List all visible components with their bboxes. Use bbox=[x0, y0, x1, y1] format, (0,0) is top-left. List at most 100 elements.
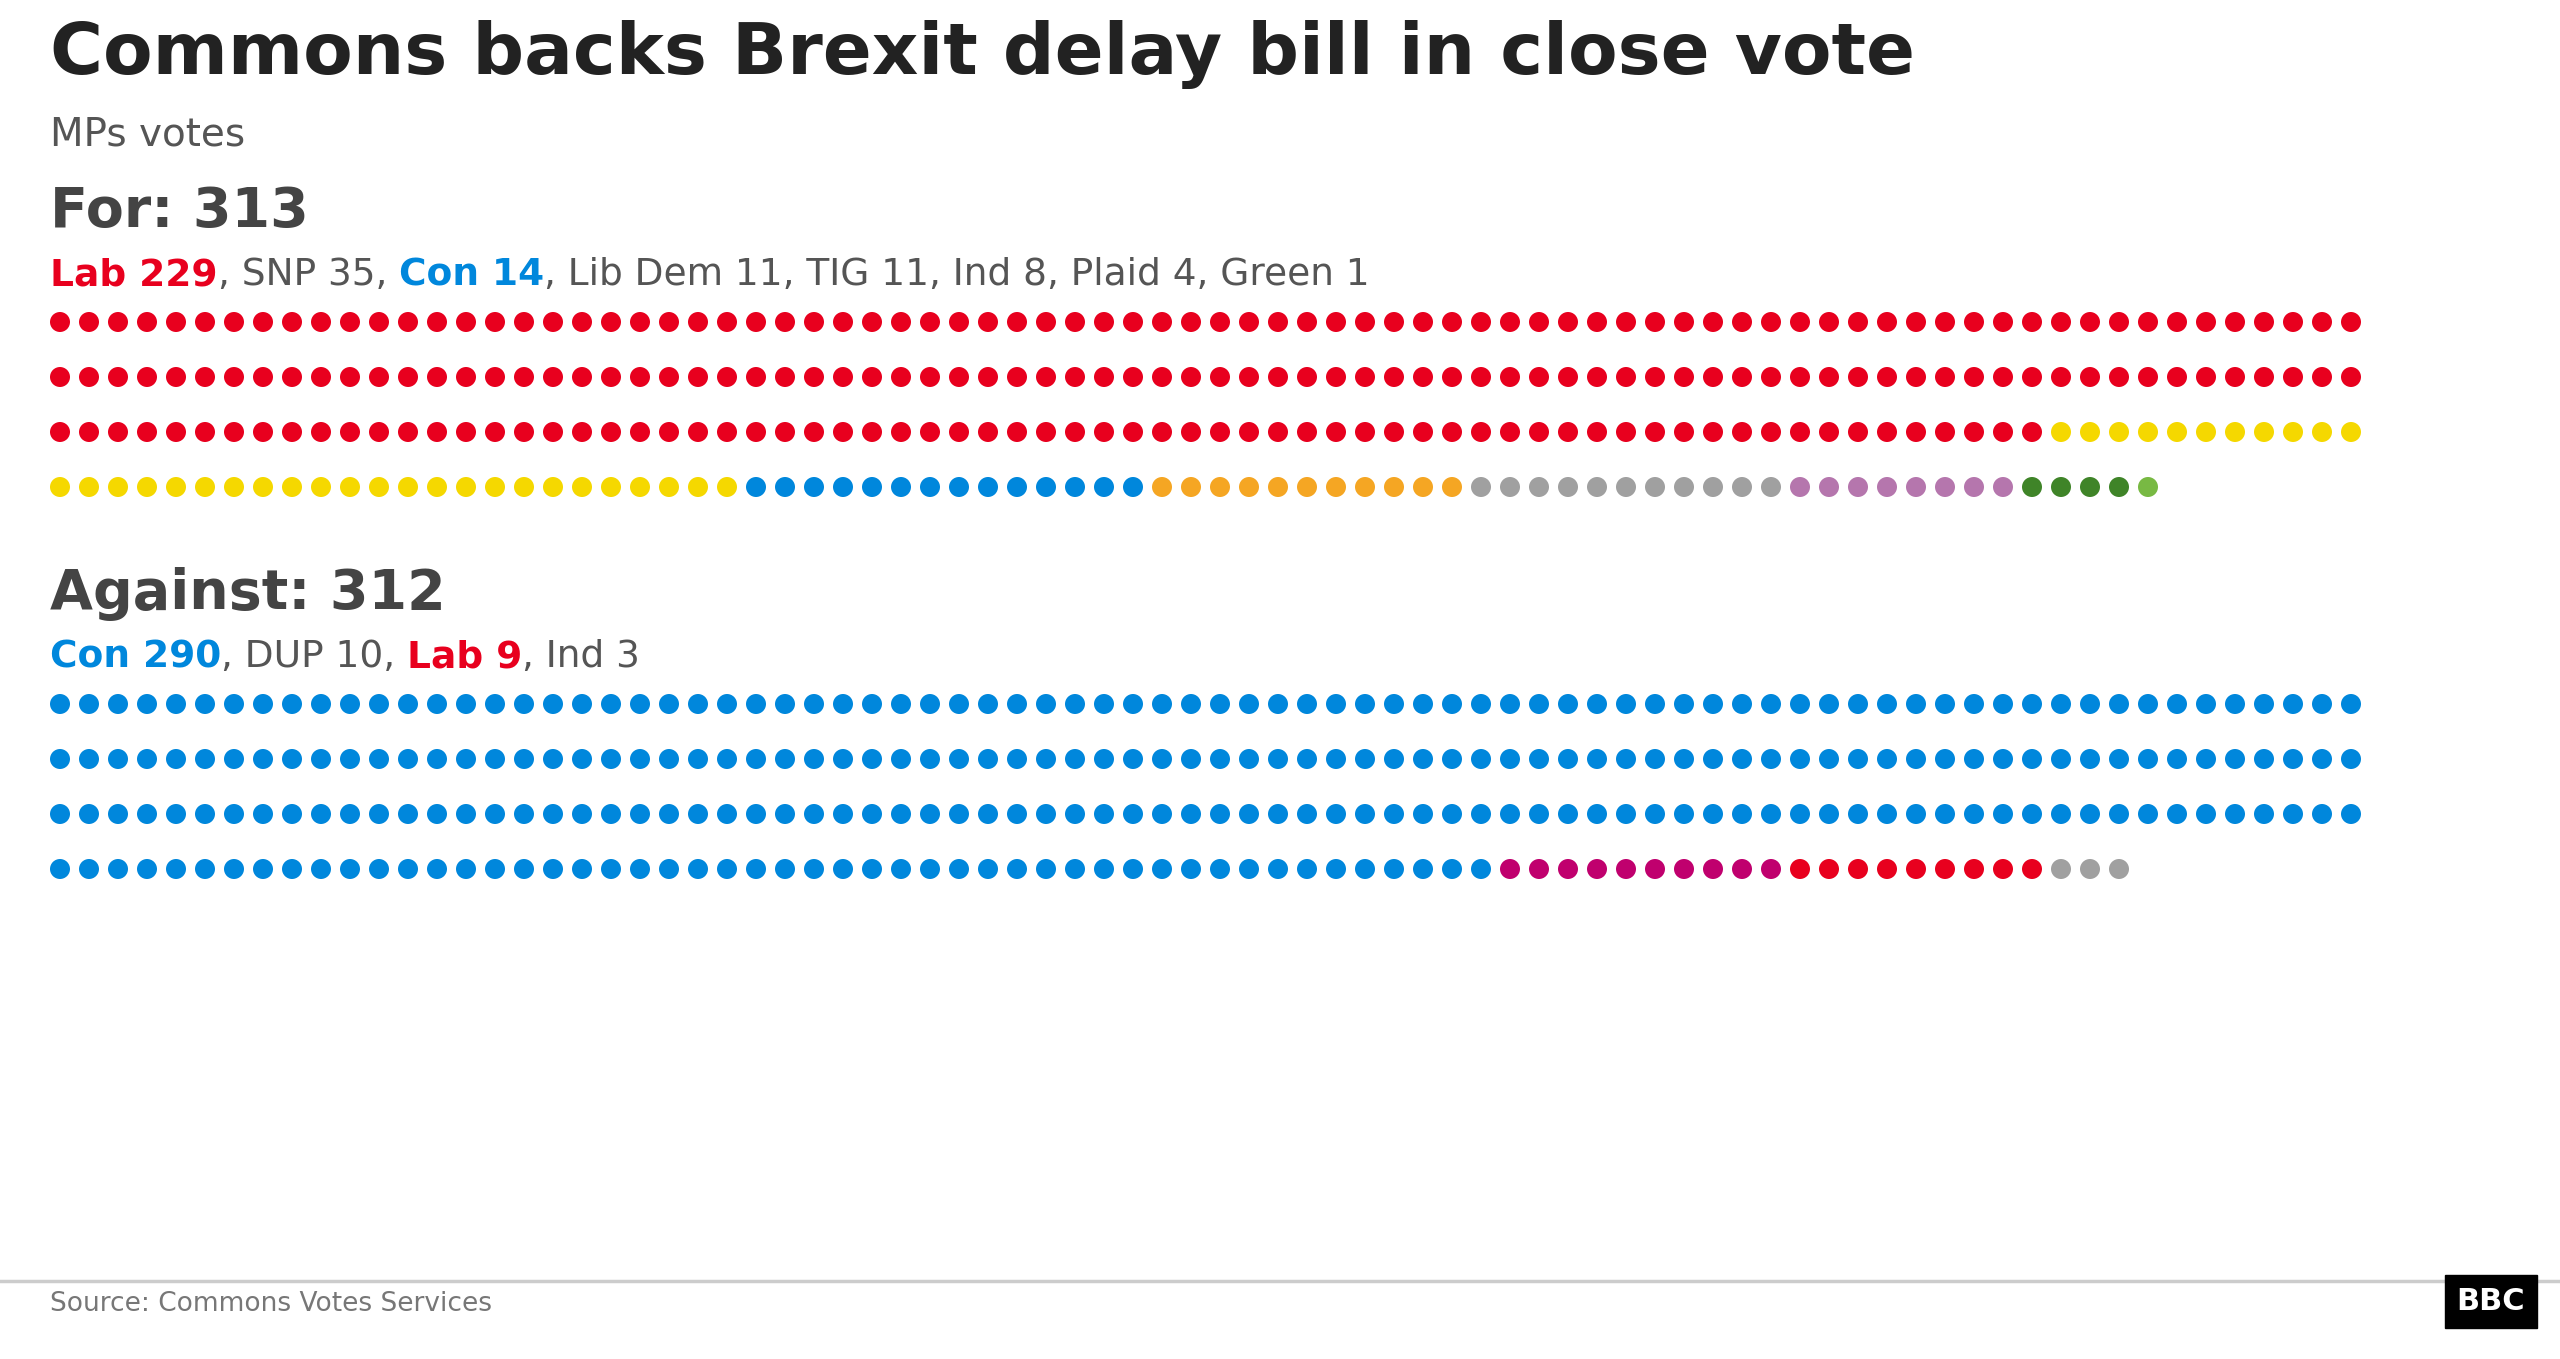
Circle shape bbox=[1733, 749, 1751, 769]
Circle shape bbox=[1354, 749, 1375, 769]
Circle shape bbox=[1789, 477, 1810, 497]
Circle shape bbox=[1964, 694, 1984, 713]
Circle shape bbox=[515, 313, 535, 332]
Circle shape bbox=[1124, 694, 1142, 713]
Circle shape bbox=[1500, 694, 1521, 713]
Circle shape bbox=[1065, 749, 1085, 769]
Circle shape bbox=[397, 477, 417, 497]
Circle shape bbox=[1211, 477, 1229, 497]
Circle shape bbox=[2166, 313, 2186, 332]
Circle shape bbox=[369, 367, 389, 387]
Circle shape bbox=[1876, 694, 1897, 713]
Circle shape bbox=[1211, 694, 1229, 713]
Circle shape bbox=[2312, 694, 2332, 713]
Circle shape bbox=[919, 694, 940, 713]
Circle shape bbox=[1124, 367, 1142, 387]
Circle shape bbox=[1907, 805, 1925, 824]
Circle shape bbox=[2022, 313, 2043, 332]
Circle shape bbox=[891, 477, 911, 497]
Circle shape bbox=[543, 423, 563, 442]
Circle shape bbox=[1964, 859, 1984, 879]
Circle shape bbox=[2340, 423, 2360, 442]
Circle shape bbox=[1413, 367, 1434, 387]
Circle shape bbox=[1935, 859, 1956, 879]
Circle shape bbox=[776, 367, 796, 387]
Circle shape bbox=[1559, 367, 1577, 387]
Circle shape bbox=[1326, 477, 1347, 497]
Circle shape bbox=[1820, 749, 1838, 769]
Circle shape bbox=[1528, 423, 1549, 442]
Circle shape bbox=[978, 313, 998, 332]
Circle shape bbox=[484, 313, 504, 332]
Circle shape bbox=[689, 749, 709, 769]
Circle shape bbox=[2022, 805, 2043, 824]
Circle shape bbox=[2109, 694, 2130, 713]
Circle shape bbox=[1702, 859, 1723, 879]
Circle shape bbox=[804, 859, 824, 879]
Circle shape bbox=[1211, 367, 1229, 387]
Circle shape bbox=[717, 477, 737, 497]
Circle shape bbox=[166, 694, 187, 713]
Circle shape bbox=[428, 477, 448, 497]
Circle shape bbox=[1646, 694, 1664, 713]
Circle shape bbox=[166, 477, 187, 497]
Circle shape bbox=[1124, 313, 1142, 332]
Circle shape bbox=[1354, 313, 1375, 332]
Circle shape bbox=[543, 805, 563, 824]
Circle shape bbox=[1820, 423, 1838, 442]
Circle shape bbox=[1500, 859, 1521, 879]
Circle shape bbox=[310, 313, 330, 332]
Circle shape bbox=[689, 367, 709, 387]
Circle shape bbox=[253, 859, 274, 879]
Circle shape bbox=[1761, 694, 1782, 713]
Circle shape bbox=[978, 367, 998, 387]
Circle shape bbox=[891, 749, 911, 769]
Circle shape bbox=[369, 477, 389, 497]
Circle shape bbox=[340, 805, 361, 824]
Circle shape bbox=[1413, 313, 1434, 332]
Circle shape bbox=[1559, 749, 1577, 769]
Circle shape bbox=[515, 477, 535, 497]
Circle shape bbox=[397, 313, 417, 332]
Circle shape bbox=[1239, 477, 1260, 497]
Circle shape bbox=[950, 423, 970, 442]
Circle shape bbox=[978, 859, 998, 879]
Circle shape bbox=[689, 423, 709, 442]
Circle shape bbox=[891, 423, 911, 442]
Circle shape bbox=[1180, 423, 1201, 442]
Circle shape bbox=[1037, 805, 1057, 824]
Circle shape bbox=[863, 423, 883, 442]
Circle shape bbox=[776, 805, 796, 824]
Circle shape bbox=[863, 477, 883, 497]
Circle shape bbox=[1441, 367, 1462, 387]
Circle shape bbox=[832, 477, 852, 497]
Text: Lab 9: Lab 9 bbox=[407, 639, 522, 675]
Circle shape bbox=[1646, 313, 1664, 332]
Circle shape bbox=[1587, 423, 1608, 442]
Circle shape bbox=[2253, 423, 2273, 442]
Circle shape bbox=[1528, 313, 1549, 332]
Circle shape bbox=[1674, 367, 1695, 387]
Circle shape bbox=[1472, 367, 1490, 387]
Circle shape bbox=[1789, 367, 1810, 387]
Circle shape bbox=[310, 859, 330, 879]
Circle shape bbox=[863, 367, 883, 387]
Circle shape bbox=[484, 859, 504, 879]
Circle shape bbox=[2166, 805, 2186, 824]
Circle shape bbox=[745, 313, 765, 332]
Circle shape bbox=[832, 313, 852, 332]
Circle shape bbox=[2284, 423, 2304, 442]
Circle shape bbox=[1124, 805, 1142, 824]
Circle shape bbox=[1820, 367, 1838, 387]
Circle shape bbox=[1180, 859, 1201, 879]
Circle shape bbox=[456, 313, 476, 332]
Circle shape bbox=[1385, 367, 1403, 387]
Circle shape bbox=[515, 749, 535, 769]
Circle shape bbox=[2225, 367, 2245, 387]
Circle shape bbox=[630, 859, 650, 879]
Circle shape bbox=[1413, 749, 1434, 769]
Circle shape bbox=[1702, 749, 1723, 769]
Circle shape bbox=[1615, 805, 1636, 824]
Circle shape bbox=[1615, 313, 1636, 332]
Circle shape bbox=[2312, 805, 2332, 824]
